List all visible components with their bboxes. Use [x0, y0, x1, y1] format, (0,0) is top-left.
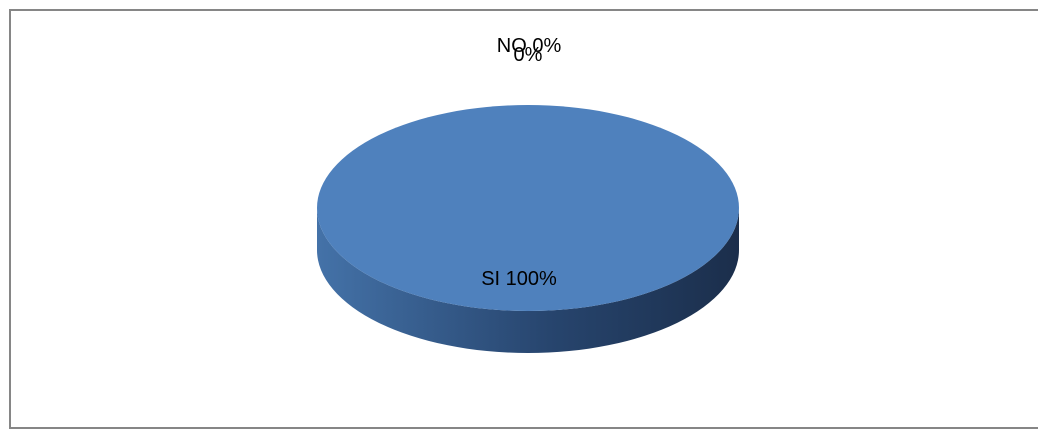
data-label-ns: 0%: [514, 44, 543, 66]
pie-slice-si: [317, 105, 739, 311]
pie-chart-3d: NO 0% 0% SI 100%: [317, 35, 739, 353]
data-label-no: NO 0%: [497, 35, 562, 57]
pie-slice-side: [317, 208, 739, 353]
data-label-si: SI 100%: [481, 268, 557, 290]
